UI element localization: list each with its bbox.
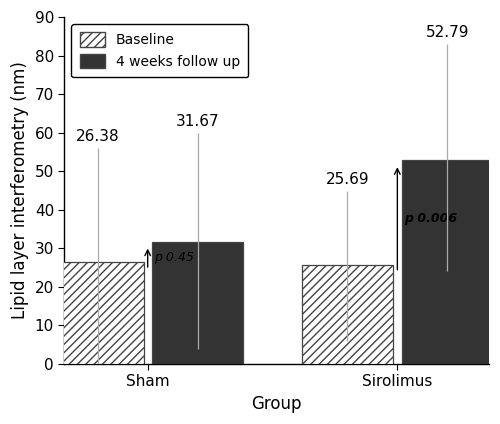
Bar <box>402 161 493 364</box>
Text: 26.38: 26.38 <box>76 129 120 144</box>
Text: p 0.006: p 0.006 <box>404 212 457 225</box>
Text: 52.79: 52.79 <box>426 25 469 40</box>
Text: p 0.45: p 0.45 <box>154 251 194 264</box>
Y-axis label: Lipid layer interferometry (nm): Lipid layer interferometry (nm) <box>11 61 29 319</box>
Legend: Baseline, 4 weeks follow up: Baseline, 4 weeks follow up <box>72 24 248 77</box>
X-axis label: Group: Group <box>252 395 302 413</box>
Text: 31.67: 31.67 <box>176 114 220 129</box>
Bar <box>302 265 393 364</box>
Bar <box>152 242 244 364</box>
Text: 25.69: 25.69 <box>326 172 369 187</box>
Bar <box>52 262 144 364</box>
